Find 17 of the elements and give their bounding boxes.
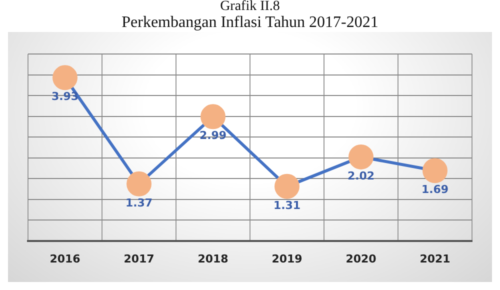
point — [52, 65, 78, 90]
x-tick-label: 2018 — [198, 252, 228, 266]
point — [422, 158, 448, 184]
x-tick-label: 2019 — [272, 252, 302, 266]
data-label: 1.69 — [421, 183, 449, 196]
point — [348, 144, 374, 170]
data-label: 1.37 — [125, 196, 153, 210]
chart-subtitle: Perkembangan Inflasi Tahun 2017-2021 — [120, 14, 380, 32]
point — [126, 171, 152, 196]
x-tick-label: 2021 — [420, 252, 450, 266]
x-tick-label: 2020 — [346, 252, 377, 266]
data-label: 1.31 — [273, 198, 301, 212]
x-tick-label: 2016 — [50, 252, 81, 266]
chart-title: Grafik II.8 — [219, 0, 281, 14]
point — [200, 104, 226, 130]
x-tick-label: 2017 — [124, 252, 154, 266]
point — [274, 174, 300, 199]
